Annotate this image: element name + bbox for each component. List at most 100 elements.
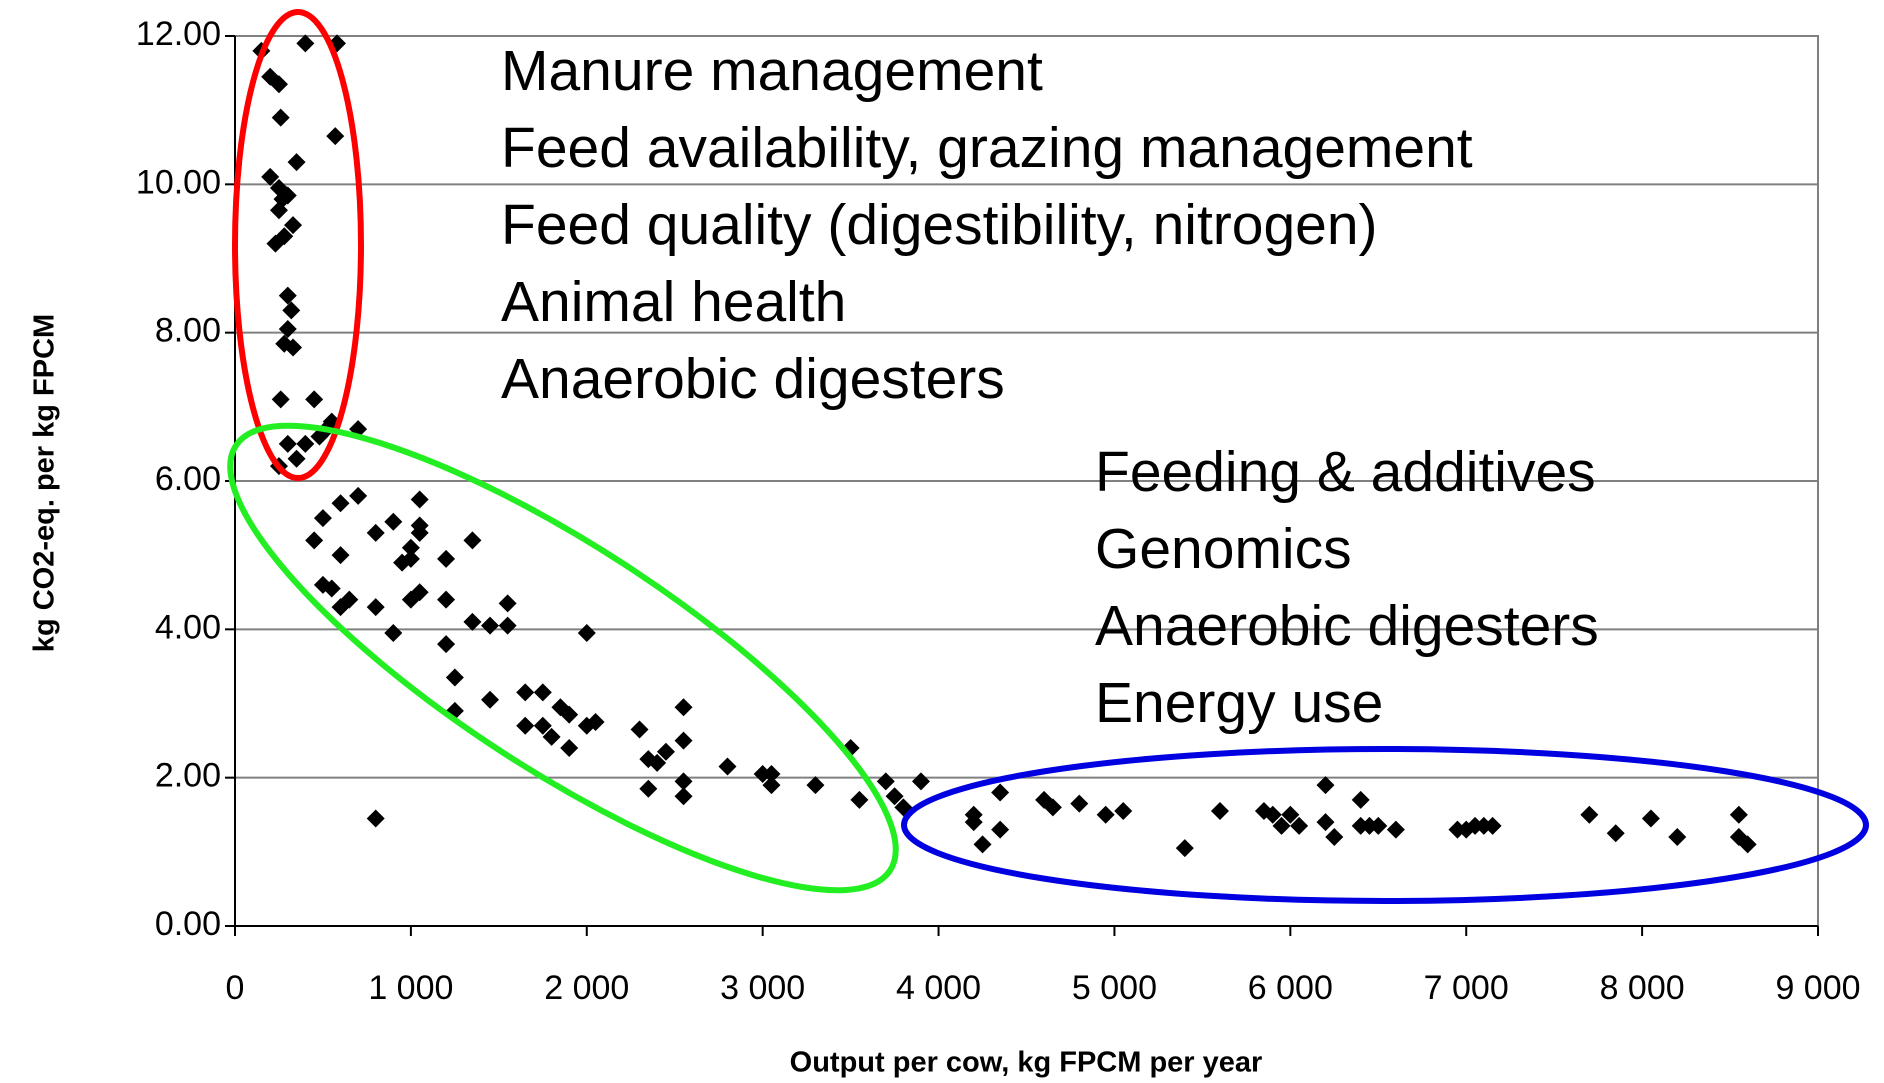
point	[269, 201, 288, 220]
point	[481, 690, 500, 709]
x-tick-label: 5 000	[1072, 969, 1157, 1007]
point	[674, 698, 693, 717]
point	[1606, 824, 1625, 843]
point	[1281, 805, 1300, 824]
point	[533, 716, 552, 735]
point	[1641, 809, 1660, 828]
point	[648, 753, 667, 772]
annotation: Anaerobic digesters	[501, 347, 1005, 411]
point	[1369, 816, 1388, 835]
point	[964, 813, 983, 832]
point	[885, 787, 904, 806]
point	[287, 153, 306, 172]
annotation: Energy use	[1095, 671, 1383, 735]
point	[1175, 839, 1194, 858]
point	[296, 34, 315, 53]
point	[275, 227, 294, 246]
point	[278, 434, 297, 453]
point	[284, 216, 303, 235]
point	[331, 546, 350, 565]
point	[991, 820, 1010, 839]
point	[516, 683, 535, 702]
point	[674, 731, 693, 750]
point	[410, 583, 429, 602]
point	[639, 779, 658, 798]
annotation: Anaerobic digesters	[1095, 594, 1599, 658]
point	[656, 742, 675, 761]
point	[401, 549, 420, 568]
point	[498, 616, 517, 635]
point	[313, 509, 332, 528]
point	[269, 75, 288, 94]
point	[1483, 816, 1502, 835]
point	[366, 598, 385, 617]
point	[278, 186, 297, 205]
x-tick-label: 2 000	[544, 969, 629, 1007]
point	[1668, 828, 1687, 846]
y-tick-label: 4.00	[155, 608, 221, 646]
y-tick-label: 12.00	[136, 15, 221, 53]
point	[577, 624, 596, 643]
x-tick-label: 0	[226, 969, 245, 1007]
point	[445, 668, 464, 687]
point	[1351, 790, 1370, 809]
point	[991, 783, 1010, 802]
point	[1096, 805, 1115, 824]
point	[1386, 820, 1405, 839]
point	[1316, 813, 1335, 832]
point	[1290, 816, 1309, 835]
x-tick-label: 6 000	[1248, 969, 1333, 1007]
point	[410, 490, 429, 509]
point	[349, 486, 368, 505]
cluster-ellipse	[232, 9, 364, 481]
point	[674, 787, 693, 806]
point	[384, 512, 403, 531]
point	[911, 772, 930, 791]
x-tick-label: 9 000	[1775, 969, 1860, 1007]
point	[284, 338, 303, 357]
point	[410, 516, 429, 535]
point	[261, 167, 280, 186]
point	[1210, 802, 1229, 821]
point	[278, 286, 297, 305]
cluster-ellipse	[227, 422, 899, 894]
point	[1580, 805, 1599, 824]
point	[542, 727, 561, 746]
point	[463, 612, 482, 631]
point	[577, 716, 596, 735]
point	[1263, 805, 1282, 824]
point	[322, 579, 341, 598]
point	[1070, 794, 1089, 813]
annotation: Feed availability, grazing management	[501, 116, 1473, 180]
point	[282, 301, 301, 320]
annotation: Feed quality (digestibility, nitrogen)	[501, 193, 1378, 257]
point	[366, 809, 385, 828]
y-tick-label: 2.00	[155, 757, 221, 795]
point	[296, 434, 315, 453]
point	[674, 772, 693, 791]
point	[463, 531, 482, 550]
point	[481, 616, 500, 635]
point	[384, 624, 403, 643]
point	[630, 720, 649, 739]
annotation: Genomics	[1095, 517, 1352, 581]
point	[498, 594, 517, 613]
point	[340, 590, 359, 609]
point	[1316, 776, 1335, 795]
point	[437, 549, 456, 568]
point	[1729, 805, 1748, 824]
x-tick-label: 7 000	[1424, 969, 1509, 1007]
y-tick-label: 0.00	[155, 905, 221, 943]
y-tick-label: 6.00	[155, 460, 221, 498]
point	[1272, 816, 1291, 835]
point	[533, 683, 552, 702]
annotation: Animal health	[501, 270, 846, 334]
cluster-ellipse	[901, 746, 1869, 904]
point	[560, 705, 579, 724]
point	[806, 776, 825, 795]
point	[762, 776, 781, 795]
x-tick-label: 8 000	[1600, 969, 1685, 1007]
point	[278, 319, 297, 338]
